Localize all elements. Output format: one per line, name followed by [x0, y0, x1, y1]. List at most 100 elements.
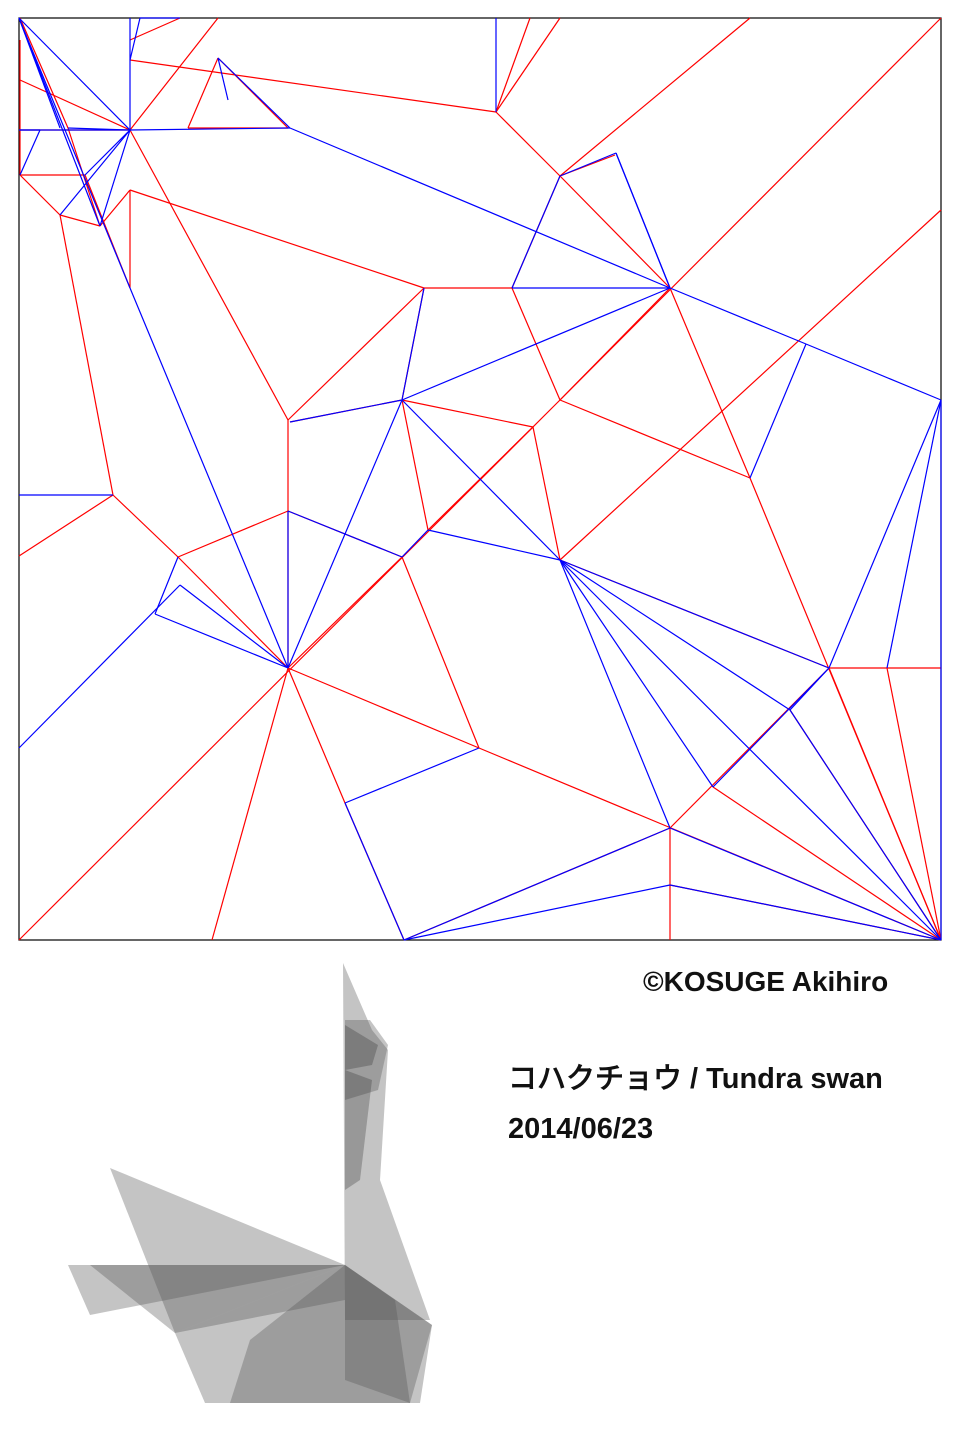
mountain-fold-line	[559, 175, 671, 289]
mountain-fold-line	[401, 556, 480, 749]
swan-head-shape	[345, 1020, 388, 1100]
valley-fold-line	[669, 827, 942, 941]
mountain-fold-line	[187, 57, 219, 129]
mountain-fold-line	[828, 667, 942, 941]
mountain-fold-line	[59, 214, 114, 496]
mountain-fold-line	[495, 17, 561, 113]
valley-fold-line	[559, 559, 830, 669]
mountain-fold-line	[112, 494, 179, 558]
mountain-fold-line	[669, 287, 751, 479]
mountain-fold-line	[886, 667, 942, 941]
valley-fold-line	[401, 287, 671, 401]
swan-model-preview	[68, 963, 432, 1403]
valley-fold-line	[712, 667, 830, 788]
valley-fold-line	[669, 884, 942, 941]
valley-fold-line	[18, 17, 131, 131]
valley-fold-line	[559, 152, 617, 177]
valley-fold-line	[18, 17, 131, 289]
crease-pattern	[18, 17, 942, 941]
valley-fold-line	[789, 709, 942, 941]
valley-fold-line	[217, 57, 229, 101]
valley-fold-line	[289, 399, 403, 423]
mountain-fold-line	[712, 786, 942, 941]
mountain-fold-line	[129, 17, 219, 131]
swan-back-shape	[110, 1168, 345, 1333]
mountain-fold-line	[559, 399, 751, 479]
mountain-fold-line	[287, 287, 425, 421]
valley-fold-line	[217, 57, 291, 129]
valley-fold-line	[749, 343, 807, 479]
swan-tail-shape	[90, 1265, 345, 1333]
valley-fold-line	[886, 399, 942, 669]
mountain-fold-line	[177, 556, 289, 669]
valley-fold-line	[559, 559, 942, 941]
valley-fold-line	[401, 287, 425, 401]
mountain-fold-line	[19, 79, 131, 131]
valley-fold-line	[18, 17, 101, 227]
mountain-fold-line	[129, 59, 497, 113]
mountain-fold-line	[129, 189, 425, 289]
valley-fold-line	[18, 584, 181, 749]
valley-fold-line	[84, 129, 131, 176]
mountain-fold-line	[559, 17, 751, 177]
valley-fold-line	[67, 127, 131, 131]
valley-fold-line	[403, 884, 671, 941]
valley-fold-line	[154, 613, 289, 669]
valley-fold-line	[129, 127, 291, 131]
swan-breast-shape	[345, 1265, 432, 1403]
valley-fold-line	[511, 175, 561, 289]
mountain-fold-line	[18, 494, 114, 557]
valley-fold-line	[287, 510, 403, 558]
copyright-text: ©KOSUGE Akihiro	[643, 966, 889, 997]
mountain-fold-line	[99, 189, 131, 227]
mountain-fold-line	[559, 209, 942, 561]
mountain-fold-line	[478, 747, 672, 829]
swan-body-shape	[175, 1265, 432, 1403]
swan-inner-shape	[345, 1265, 410, 1403]
valley-fold-line	[615, 152, 671, 289]
valley-fold-line	[559, 559, 714, 788]
valley-fold-line	[154, 556, 179, 615]
mountain-fold-line	[287, 556, 403, 669]
mountain-fold-line	[59, 214, 101, 227]
valley-fold-line	[401, 529, 429, 558]
valley-fold-line	[828, 399, 942, 669]
mountain-fold-line	[129, 17, 181, 41]
mountain-fold-line	[401, 399, 429, 531]
valley-fold-line	[289, 127, 671, 289]
mountain-fold-line	[19, 17, 69, 129]
mountain-fold-line	[495, 17, 531, 113]
swan-neck-shape	[343, 963, 430, 1320]
valley-fold-line	[401, 399, 561, 561]
mountain-fold-line	[177, 510, 289, 558]
mountain-fold-line	[211, 667, 289, 941]
valley-fold-line	[129, 17, 141, 61]
valley-fold-line	[59, 129, 131, 216]
mountain-fold-line	[18, 399, 561, 941]
valley-fold-line	[559, 559, 671, 829]
mountain-fold-line	[19, 174, 61, 216]
model-title: コハクチョウ / Tundra swan	[508, 1063, 883, 1095]
mountain-fold-line	[129, 129, 289, 421]
mountain-fold-line	[495, 111, 561, 177]
valley-fold-line	[129, 287, 289, 669]
valley-fold-line	[99, 129, 131, 227]
valley-fold-line	[403, 827, 671, 941]
mountain-fold-line	[559, 17, 942, 401]
mountain-fold-line	[287, 667, 480, 749]
valley-fold-line	[179, 584, 289, 669]
valley-fold-line	[805, 343, 942, 401]
valley-fold-line	[427, 529, 561, 561]
mountain-fold-line	[532, 426, 561, 561]
swan-wing-shape	[68, 1265, 345, 1315]
mountain-fold-line	[479, 426, 534, 481]
swan-neck-shadow	[345, 1070, 372, 1190]
swan-beak-shape	[345, 1025, 378, 1070]
valley-fold-line	[559, 559, 791, 711]
mountain-fold-line	[287, 667, 346, 804]
valley-fold-lines	[18, 17, 942, 941]
swan-lower-shape	[230, 1265, 345, 1403]
model-date: 2014/06/23	[508, 1113, 654, 1145]
valley-fold-line	[344, 747, 480, 804]
valley-fold-line	[669, 287, 807, 345]
